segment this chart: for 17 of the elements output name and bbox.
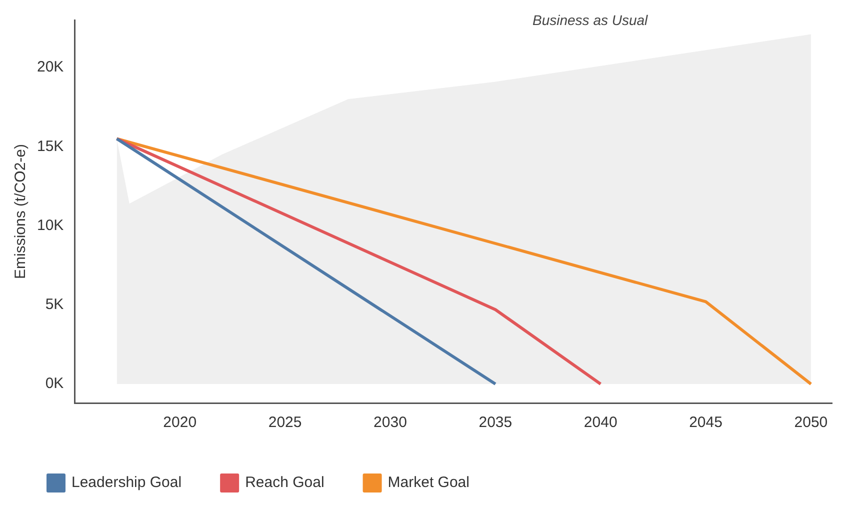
legend-label: Market Goal: [388, 474, 470, 492]
x-tick-label: 2040: [584, 414, 618, 432]
x-tick-label: 2025: [268, 414, 302, 432]
x-tick-label: 2030: [374, 414, 407, 432]
text: Business as Usual: [532, 12, 649, 28]
y-tick-label: 5K: [45, 296, 64, 314]
y-tick-label: 0K: [45, 375, 64, 392]
y-tick-label: 15K: [36, 138, 64, 155]
y-axis-title: Emissions (t/CO2-e): [12, 144, 30, 280]
x-tick-label: 2045: [689, 414, 722, 432]
y-tick-label: 10K: [36, 216, 64, 234]
legend-label: Leadership Goal: [72, 474, 182, 492]
legend-label: Reach Goal: [245, 474, 324, 492]
x-tick-label: 2020: [163, 414, 197, 432]
x-tick-label: 2050: [794, 414, 828, 432]
x-tick-label: 2035: [478, 414, 512, 432]
y-tick-label: 20K: [36, 58, 64, 76]
